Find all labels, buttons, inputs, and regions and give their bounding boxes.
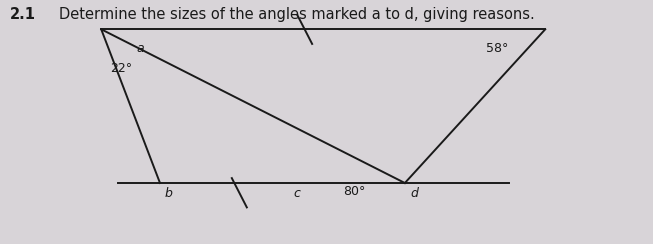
- Text: b: b: [165, 187, 172, 201]
- Text: 2.1: 2.1: [10, 7, 36, 22]
- Text: d: d: [411, 187, 419, 201]
- Text: 22°: 22°: [110, 62, 132, 75]
- Text: c: c: [294, 187, 300, 201]
- Text: 80°: 80°: [343, 185, 365, 198]
- Text: Determine the sizes of the angles marked a to d, giving reasons.: Determine the sizes of the angles marked…: [59, 7, 535, 22]
- Text: a: a: [136, 42, 144, 55]
- Text: 58°: 58°: [486, 42, 509, 55]
